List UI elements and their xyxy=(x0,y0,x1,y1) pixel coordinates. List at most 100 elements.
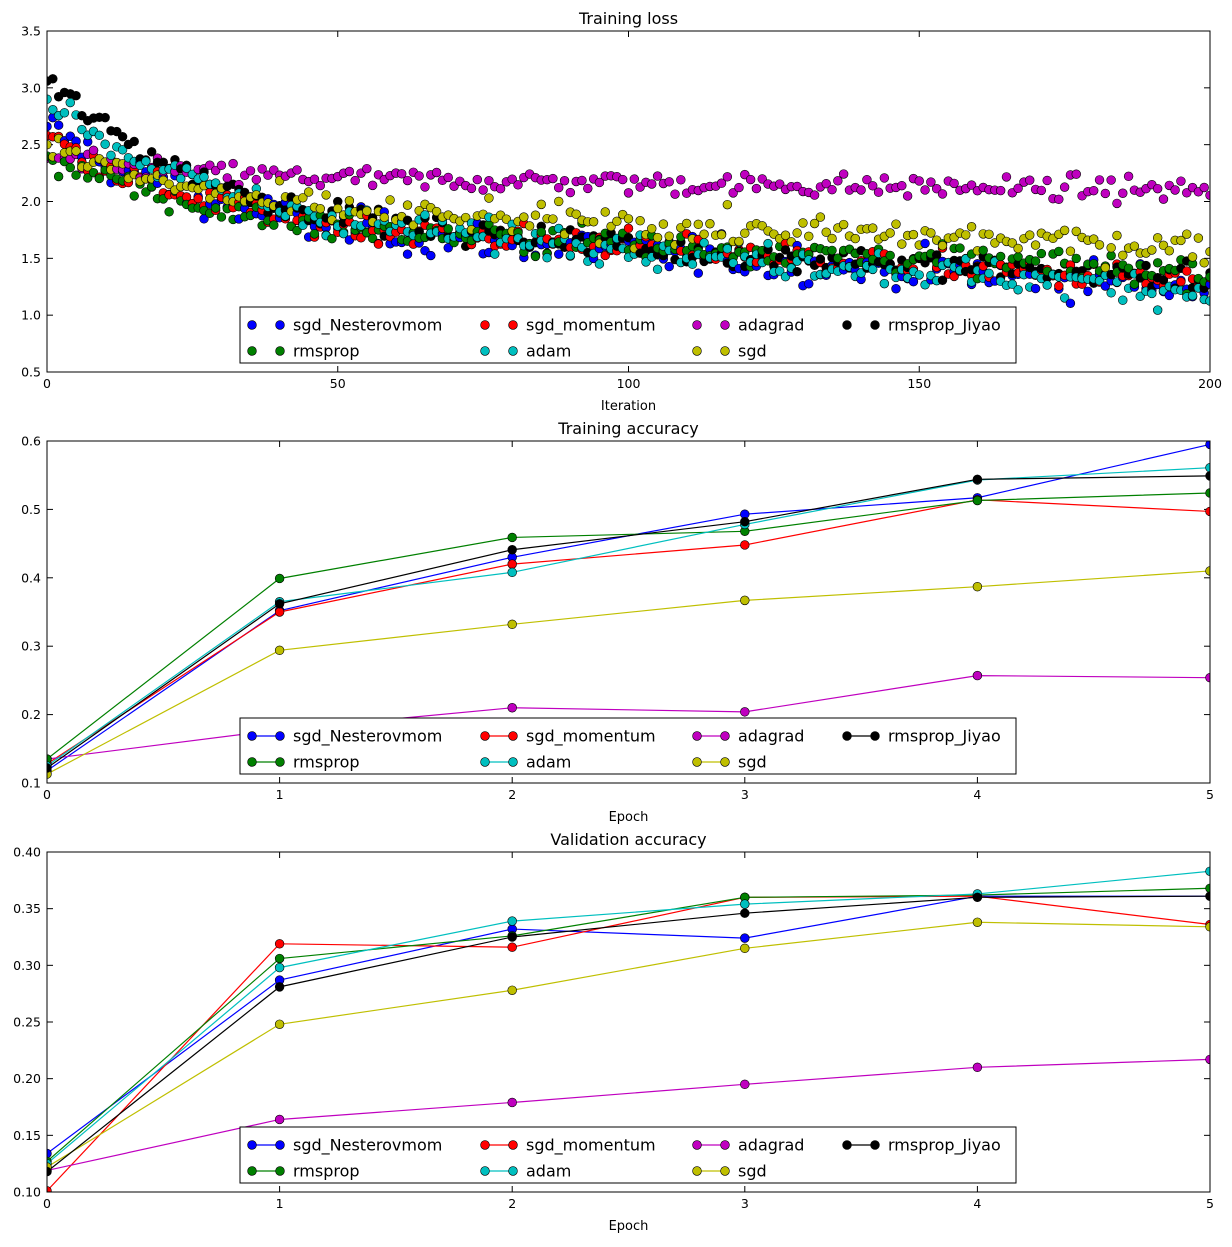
point-sgd xyxy=(664,231,674,241)
point-rmsprop xyxy=(885,250,895,261)
point-adam xyxy=(1187,291,1198,301)
y-tick-label: 0.3 xyxy=(21,639,41,654)
point-adagrad xyxy=(274,1114,285,1125)
y-tick-label: 0.10 xyxy=(13,1185,41,1200)
y-tick-label: 0.20 xyxy=(13,1071,41,1086)
legend-label-sgd-nesterovmom: sgd_Nesterovmom xyxy=(293,727,442,747)
point-sgd-momentum xyxy=(507,559,517,569)
point-sgd xyxy=(897,239,907,249)
point-rmsprop-jiyao xyxy=(117,132,128,142)
x-tick-label: 0 xyxy=(43,376,51,391)
point-adam xyxy=(1147,288,1157,299)
point-sgd xyxy=(588,217,599,227)
point-sgd xyxy=(885,228,895,238)
legend-marker-sgd xyxy=(692,757,702,767)
point-adam xyxy=(117,145,128,155)
point-adagrad xyxy=(1071,169,1081,179)
y-tick-label: 1.5 xyxy=(21,251,41,266)
point-adam xyxy=(542,253,552,263)
point-sgd xyxy=(507,619,517,630)
legend-marker-sgd xyxy=(692,1166,702,1176)
legend-label-rmsprop-jiyao: rmsprop_Jiyao xyxy=(888,727,1001,747)
point-rmsprop xyxy=(71,170,81,180)
x-tick-label: 2 xyxy=(508,1196,516,1211)
legend-marker-adam xyxy=(480,346,490,356)
point-rmsprop-jiyao xyxy=(740,908,750,918)
legend-marker-sgd xyxy=(720,1166,730,1176)
line-sgd-momentum xyxy=(47,895,1210,1192)
point-rmsprop xyxy=(827,245,837,256)
x-tick-label: 200 xyxy=(1198,376,1222,391)
point-sgd-nesterovmom xyxy=(47,1148,52,1159)
point-adam xyxy=(48,105,58,115)
point-adagrad xyxy=(1158,194,1169,204)
point-sgd-nesterovmom xyxy=(891,284,901,294)
point-rmsprop xyxy=(1129,279,1140,289)
point-adam xyxy=(687,259,698,269)
line-rmsprop-jiyao xyxy=(47,475,1210,769)
point-sgd-nesterovmom xyxy=(693,268,703,278)
point-sgd-nesterovmom xyxy=(1100,281,1111,291)
point-adagrad xyxy=(1088,185,1099,196)
point-rmsprop xyxy=(1152,258,1163,268)
plot-frame xyxy=(46,440,1211,784)
y-tick-label: 3.0 xyxy=(21,80,41,95)
point-sgd-momentum xyxy=(1054,281,1064,291)
point-adagrad xyxy=(548,173,558,184)
point-adagrad xyxy=(827,184,837,195)
point-adagrad xyxy=(1118,188,1128,198)
x-axis-label: Iteration xyxy=(601,399,656,414)
point-adagrad xyxy=(972,670,983,681)
data-layer xyxy=(47,74,1210,315)
legend-marker-sgd-nesterovmom xyxy=(247,1140,257,1150)
point-adagrad xyxy=(728,188,738,198)
point-sgd xyxy=(652,232,663,243)
plot-frame xyxy=(46,30,1211,373)
point-adagrad xyxy=(949,178,959,189)
x-axis-label: Epoch xyxy=(609,810,649,825)
point-rmsprop xyxy=(443,224,453,234)
point-rmsprop-jiyao xyxy=(972,892,983,903)
legend-marker-adam xyxy=(508,346,518,356)
point-rmsprop-jiyao xyxy=(71,90,81,101)
point-adagrad xyxy=(1106,175,1116,185)
point-rmsprop xyxy=(164,207,174,217)
point-sgd-nesterovmom xyxy=(402,249,413,259)
point-sgd xyxy=(1187,252,1198,262)
point-sgd xyxy=(740,228,750,238)
point-adagrad xyxy=(1036,185,1047,196)
point-adagrad xyxy=(734,182,744,193)
validation-accuracy-chart: 0 1 2 3 4 5 0.10 0.15 0.20 0.25 0.30 0.35 0.40 Valida… xyxy=(13,830,1214,1234)
y-tick-label: 0.2 xyxy=(21,707,41,722)
x-tick-label: 1 xyxy=(276,1196,284,1211)
legend-label-rmsprop: rmsprop xyxy=(293,342,360,361)
point-rmsprop xyxy=(1088,259,1099,269)
point-adam xyxy=(199,172,209,182)
legend-label-rmsprop: rmsprop xyxy=(293,1162,360,1181)
legend-label-adam: adam xyxy=(526,342,571,361)
point-rmsprop xyxy=(210,203,221,213)
point-adam xyxy=(1118,295,1128,305)
point-sgd xyxy=(740,943,750,954)
point-adam xyxy=(338,228,349,239)
point-adagrad xyxy=(402,175,413,186)
point-sgd-nesterovmom xyxy=(908,276,919,287)
legend-marker-sgd-momentum xyxy=(480,320,490,330)
legend-label-sgd: sgd xyxy=(738,342,767,361)
point-sgd xyxy=(1013,243,1023,254)
point-rmsprop xyxy=(1054,246,1064,257)
point-sgd xyxy=(647,223,657,234)
legend-label-sgd: sgd xyxy=(738,753,767,772)
point-sgd-nesterovmom xyxy=(554,249,564,259)
point-sgd xyxy=(1025,230,1035,240)
point-adagrad xyxy=(350,175,360,186)
point-adagrad xyxy=(554,183,564,193)
y-tick-label: 0.6 xyxy=(21,434,41,449)
point-adagrad xyxy=(495,184,506,194)
point-sgd xyxy=(484,193,494,203)
point-adam xyxy=(1007,279,1017,289)
point-adagrad xyxy=(292,165,302,175)
point-rmsprop xyxy=(53,171,64,182)
x-tick-label: 100 xyxy=(617,376,641,391)
